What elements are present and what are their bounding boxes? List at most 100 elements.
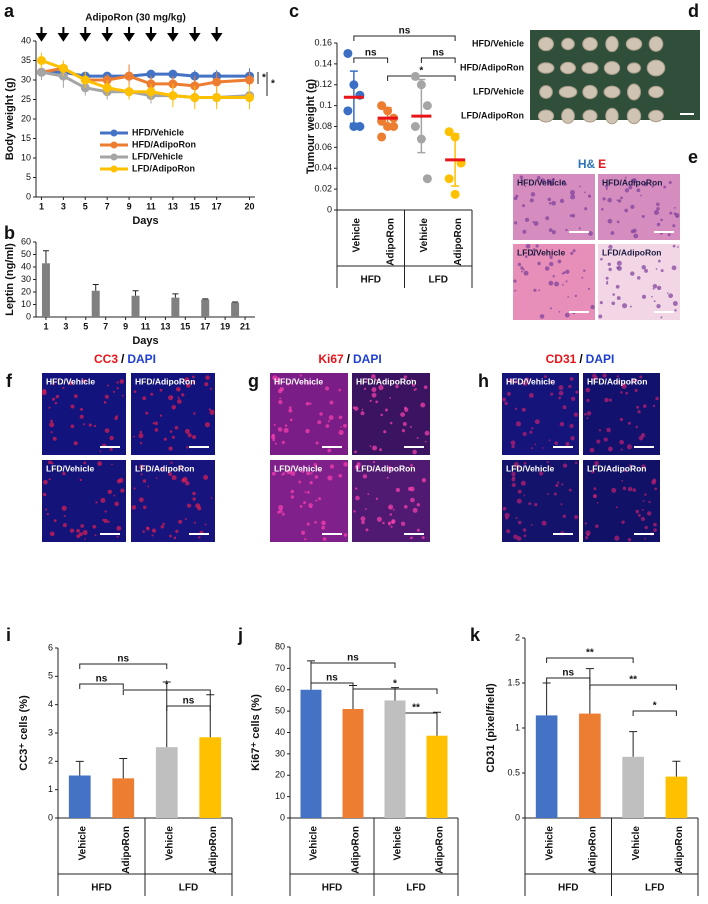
category-label: AdipoRon (435, 826, 446, 874)
cell (538, 471, 544, 476)
cell (570, 436, 575, 441)
cell (205, 375, 210, 380)
cell (186, 446, 189, 449)
cell (410, 378, 413, 381)
cell (114, 501, 119, 507)
cell (555, 483, 559, 487)
cell (138, 433, 144, 439)
y-tick-label: 40 (21, 35, 31, 45)
group-label: HFD (322, 883, 343, 894)
cell (607, 218, 613, 224)
bar (68, 775, 91, 818)
cell (651, 295, 653, 298)
bar (535, 715, 558, 818)
y-tick-label: 10 (275, 791, 285, 801)
cell (571, 213, 576, 218)
cell (139, 430, 143, 434)
tile-label: LFD/Vehicle (517, 247, 565, 257)
significance-label: * (271, 79, 275, 90)
panel-title: CC3/DAPI (94, 352, 156, 366)
cell (171, 435, 175, 439)
cell (641, 294, 647, 299)
cell (598, 314, 603, 319)
cell (354, 450, 357, 454)
cell (634, 388, 638, 392)
cell (653, 528, 657, 532)
cell (558, 385, 564, 391)
cell (616, 375, 620, 378)
cell (521, 204, 526, 208)
significance-label: * (393, 679, 397, 690)
y-tick-label: 10 (21, 152, 31, 162)
cell (274, 442, 277, 445)
tumour (560, 61, 576, 75)
cell (517, 489, 522, 494)
cell (532, 253, 536, 257)
tile-label: LFD/Vehicle (274, 463, 322, 473)
cell (192, 491, 196, 496)
cell (565, 441, 570, 447)
y-tick-label: 0.14 (314, 58, 332, 68)
cell (644, 268, 648, 273)
tumour (648, 36, 664, 52)
y-tick-label: 50 (275, 706, 285, 716)
cell (644, 525, 648, 530)
cell (607, 262, 611, 266)
bar (342, 708, 364, 818)
cell (271, 471, 276, 476)
cell (303, 501, 307, 505)
cell (585, 387, 591, 393)
title-part: / (121, 352, 125, 366)
cell (511, 482, 516, 488)
cell (62, 522, 68, 528)
cell (570, 396, 576, 401)
y-tick-label: 30 (275, 748, 285, 758)
cell (515, 421, 522, 427)
significance-bracket (546, 677, 591, 683)
y-tick-label: 0 (515, 812, 520, 822)
cell (52, 436, 57, 441)
x-tick-label: 20 (245, 201, 255, 211)
cell (587, 194, 592, 198)
cell (640, 433, 646, 438)
data-point (389, 122, 399, 131)
cell (376, 516, 382, 522)
data-point (146, 87, 156, 97)
significance-label: ns (562, 668, 574, 679)
row-label: HFD/Vehicle (472, 38, 524, 48)
cell (386, 476, 389, 479)
x-tick-label: 5 (83, 321, 88, 331)
cell (131, 505, 137, 510)
bar (171, 297, 180, 317)
cell (309, 481, 313, 485)
cell (420, 402, 426, 408)
x-axis-label: Days (132, 335, 158, 347)
cell (412, 449, 417, 455)
cell (586, 417, 589, 420)
cell (204, 422, 210, 428)
x-tick-label: 7 (103, 321, 108, 331)
cell (521, 380, 525, 384)
tumour (605, 35, 619, 53)
title-part: DAPI (353, 352, 382, 366)
x-tick-label: 5 (83, 201, 88, 211)
data-point (146, 69, 156, 79)
cell (133, 390, 137, 393)
cell (569, 423, 574, 429)
cell (343, 462, 348, 467)
cell (652, 283, 658, 289)
cell (299, 374, 302, 377)
significance-label: ns (117, 654, 129, 665)
cell (606, 427, 611, 433)
error-bar (629, 731, 638, 757)
data-point (422, 174, 432, 184)
cell (632, 488, 637, 492)
cell (316, 467, 319, 471)
cell (656, 222, 661, 227)
cell (113, 494, 116, 497)
cell (506, 529, 511, 534)
cell (364, 508, 367, 511)
significance-bracket (589, 684, 677, 690)
cell (575, 390, 579, 394)
micrograph (598, 244, 680, 320)
